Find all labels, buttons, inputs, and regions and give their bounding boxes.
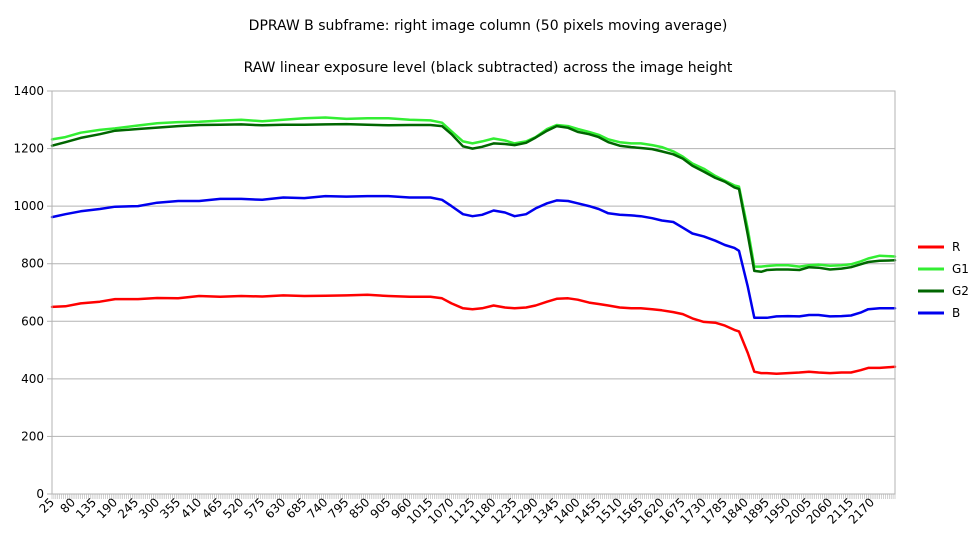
series-lines [50,116,897,375]
x-tick-label: 465 [199,495,225,521]
y-tick-label: 200 [21,429,44,443]
x-tick-label: 300 [136,495,162,521]
y-tick-label: 1200 [13,142,44,156]
y-tick-label: 800 [21,257,44,271]
plot-frame [51,90,896,495]
y-tick-label: 1400 [13,84,44,98]
legend-label-b: B [952,306,960,320]
x-axis-ticks: 25 80135190245300355410465520575630685740… [36,494,896,527]
x-tick-label: 245 [115,495,141,521]
x-tick-label: 685 [283,495,309,521]
y-tick-label: 600 [21,314,44,328]
chart-title: DPRAW B subframe: right image column (50… [249,18,728,34]
y-tick-label: 1000 [13,199,44,213]
series-line-r [50,293,897,375]
x-tick-label: 355 [157,495,183,521]
legend-label-g1: G1 [952,262,969,276]
x-tick-label: 135 [73,495,99,521]
x-tick-label: 190 [94,495,120,521]
x-tick-label: 410 [178,495,204,521]
legend-label-r: R [952,240,960,254]
y-tick-label: 400 [21,372,44,386]
series-line-g2 [50,122,897,274]
x-tick-label: 520 [220,495,246,521]
y-axis-ticks: 0 200 400 600 800 1000 1200 1400 [13,84,52,501]
series-line-g1 [50,116,897,268]
x-tick-label: 575 [241,495,267,521]
legend: R G1 G2 B [918,240,969,320]
y-tick-label: 0 [36,487,44,501]
x-tick-label: 740 [304,495,330,521]
chart-subtitle: RAW linear exposure level (black subtrac… [244,60,733,76]
x-tick-label: 905 [367,495,393,521]
x-tick-label: 795 [325,495,351,521]
plot-area-border [51,90,896,495]
x-tick-label: 850 [346,495,372,521]
series-line-b [50,194,897,320]
x-tick-label: 630 [262,495,288,521]
legend-label-g2: G2 [952,284,969,298]
